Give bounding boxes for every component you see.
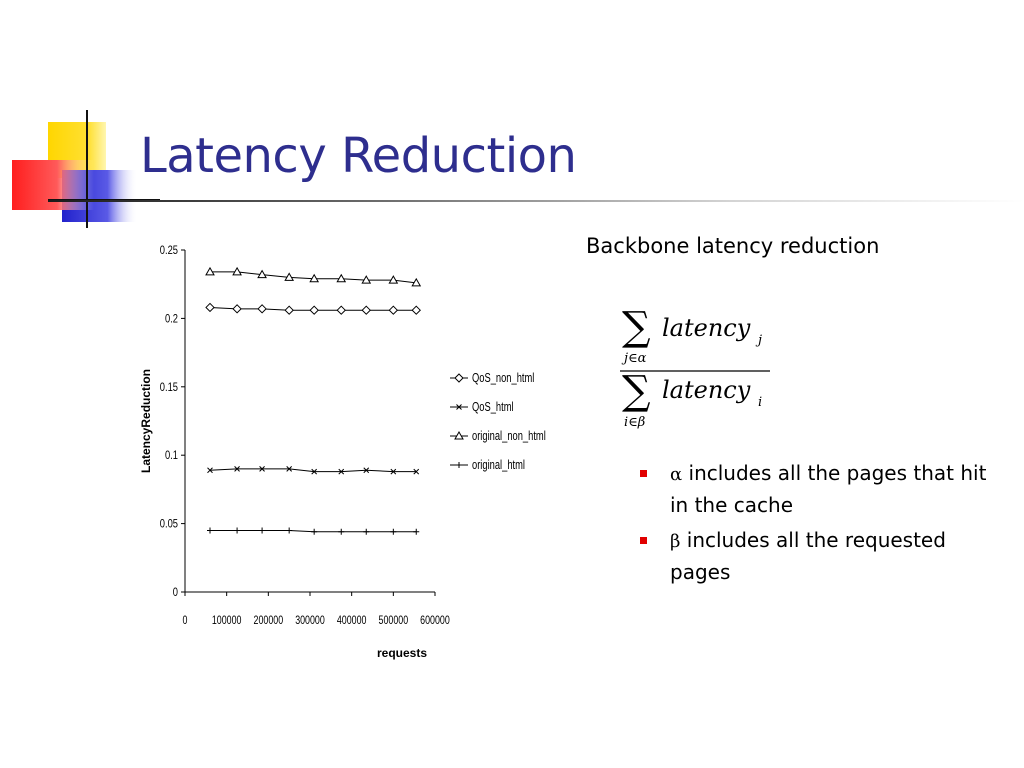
denominator-sum-sign: ∑ bbox=[622, 368, 651, 414]
legend-label: QoS_non_html bbox=[472, 372, 534, 386]
data-point-QoS_non_html bbox=[257, 304, 267, 314]
data-point-QoS_non_html bbox=[336, 305, 346, 315]
x-tick-label: 100000 bbox=[212, 614, 242, 628]
data-point-QoS_non_html bbox=[232, 304, 242, 314]
logo-red-square bbox=[12, 160, 94, 210]
denominator-latency: latency bbox=[662, 376, 751, 404]
y-tick-label: 0.2 bbox=[165, 312, 178, 325]
data-point-QoS_html bbox=[413, 468, 420, 475]
data-point-QoS_non_html bbox=[284, 305, 294, 315]
x-tick-label: 500000 bbox=[379, 614, 409, 628]
data-point-original_non_html bbox=[232, 266, 242, 276]
y-tick-label: 0.1 bbox=[165, 449, 178, 462]
bullet-beta-text: includes all the requested pages bbox=[670, 528, 946, 584]
logo-squares-icon bbox=[12, 110, 160, 228]
y-axis-label: LatencyReduction bbox=[139, 369, 153, 473]
x-tick-label: 300000 bbox=[295, 614, 325, 628]
denominator-sum-index: i∈β bbox=[624, 415, 645, 430]
legend-label: QoS_html bbox=[472, 401, 514, 415]
latency-ratio-formula: ∑ latency j j∈α ∑ latency i i∈β bbox=[620, 304, 770, 430]
data-point-QoS_html bbox=[311, 468, 318, 475]
data-point-QoS_html bbox=[286, 466, 293, 472]
data-point-QoS_html bbox=[390, 468, 397, 475]
bullet-alpha-text: includes all the pages that hit in the c… bbox=[670, 461, 987, 517]
data-point-original_non_html bbox=[361, 275, 372, 284]
y-tick-label: 0.05 bbox=[160, 518, 178, 531]
data-point-original_non_html bbox=[309, 273, 320, 283]
numerator-subscript: j bbox=[755, 333, 762, 348]
data-point-QoS_non_html bbox=[309, 305, 319, 315]
data-point-QoS_html bbox=[259, 466, 265, 472]
data-point-original_non_html bbox=[257, 269, 267, 279]
x-tick-label: 200000 bbox=[254, 614, 284, 628]
data-point-original_non_html bbox=[205, 266, 215, 276]
data-point-original_html bbox=[207, 527, 213, 534]
x-tick-label: 0 bbox=[183, 614, 188, 628]
legend-label: original_html bbox=[472, 459, 525, 473]
y-tick-label: 0.15 bbox=[160, 381, 178, 394]
legend-marker bbox=[456, 462, 462, 468]
alpha-symbol: α bbox=[670, 464, 683, 485]
data-point-QoS_html bbox=[234, 466, 240, 472]
data-point-QoS_non_html bbox=[388, 305, 399, 315]
data-point-original_html bbox=[338, 528, 345, 535]
y-tick-label: 0.25 bbox=[160, 244, 178, 257]
bullet-alpha: α includes all the pages that hit in the… bbox=[640, 458, 1010, 521]
bullet-beta: β includes all the requested pages bbox=[640, 525, 1010, 588]
denominator-subscript: i bbox=[758, 395, 762, 410]
data-point-QoS_non_html bbox=[361, 305, 371, 315]
data-point-QoS_html bbox=[338, 468, 345, 475]
title-underline bbox=[48, 200, 1024, 202]
latency-reduction-chart: 0 0.05 0.1 0.15 0.2 0.25 0 100000 200000 300000 40… bbox=[139, 244, 546, 660]
legend-marker bbox=[454, 430, 464, 440]
data-point-QoS_html bbox=[363, 467, 370, 474]
backbone-latency-subtitle: Backbone latency reduction bbox=[586, 234, 880, 258]
data-point-QoS_non_html bbox=[411, 305, 421, 315]
numerator-sum-index: j∈α bbox=[621, 351, 647, 366]
x-axis-label: requests bbox=[377, 646, 427, 660]
bullet-square-icon bbox=[640, 537, 647, 544]
data-point-QoS_html bbox=[207, 467, 213, 474]
slide-title: Latency Reduction bbox=[140, 128, 577, 184]
data-point-original_non_html bbox=[284, 272, 295, 281]
x-tick-label: 400000 bbox=[337, 614, 367, 628]
data-point-original_non_html bbox=[411, 277, 422, 287]
data-point-original_html bbox=[234, 527, 241, 534]
data-point-original_html bbox=[259, 527, 266, 534]
data-point-original_html bbox=[390, 528, 397, 535]
x-tick-label: 600000 bbox=[420, 614, 450, 628]
numerator-sum-sign: ∑ bbox=[622, 304, 651, 350]
data-point-original_non_html bbox=[336, 273, 347, 283]
data-point-original_non_html bbox=[388, 275, 399, 284]
beta-symbol: β bbox=[670, 531, 681, 552]
data-point-original_html bbox=[363, 528, 370, 535]
data-point-original_html bbox=[311, 528, 318, 535]
legend-marker bbox=[454, 373, 464, 383]
legend-label: original_non_html bbox=[472, 430, 546, 444]
data-point-QoS_non_html bbox=[205, 302, 215, 313]
legend-marker bbox=[456, 404, 462, 410]
bullet-list: α includes all the pages that hit in the… bbox=[640, 458, 1010, 592]
numerator-latency: latency bbox=[662, 314, 751, 342]
bullet-square-icon bbox=[640, 470, 647, 477]
y-tick-label: 0 bbox=[173, 586, 178, 599]
data-point-original_html bbox=[413, 528, 420, 535]
data-point-original_html bbox=[286, 527, 293, 534]
